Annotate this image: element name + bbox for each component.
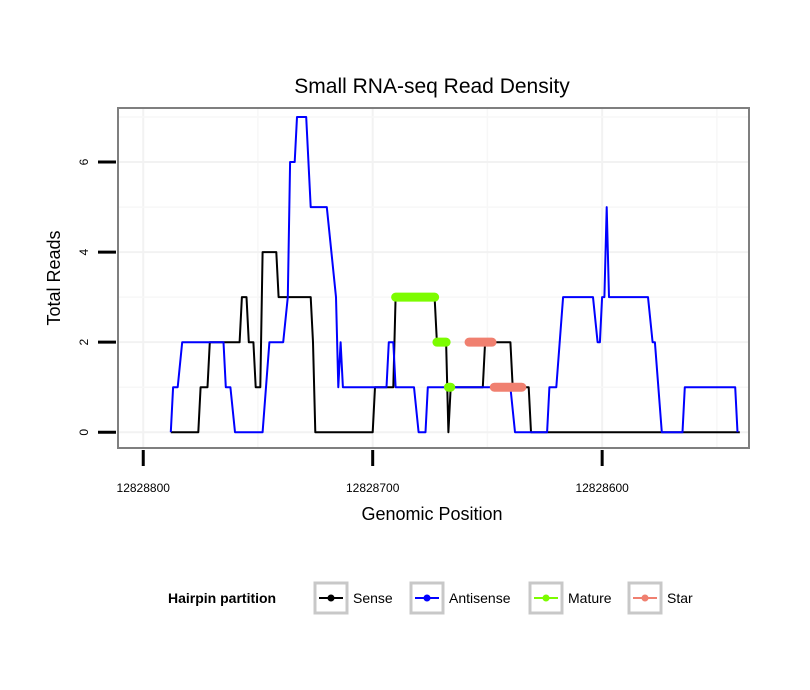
y-tick-label: 4 bbox=[77, 248, 91, 255]
x-tick-label: 12828800 bbox=[117, 481, 171, 495]
antisense-series-line bbox=[169, 116, 739, 434]
x-axis-title: Genomic Position bbox=[361, 504, 502, 524]
legend-label-star: Star bbox=[667, 590, 693, 606]
legend-label-sense: Sense bbox=[353, 590, 393, 606]
y-axis-title: Total Reads bbox=[44, 230, 64, 325]
legend-key-mature bbox=[528, 581, 564, 615]
series-layer bbox=[169, 116, 740, 434]
x-tick-label: 12828600 bbox=[575, 481, 629, 495]
legend-point-antisense bbox=[423, 594, 431, 602]
y-tick-label: 2 bbox=[77, 339, 91, 346]
legend-point-sense bbox=[327, 594, 335, 602]
legend-title: Hairpin partition bbox=[168, 590, 276, 606]
chart-title: Small RNA-seq Read Density bbox=[294, 75, 570, 98]
gridlines bbox=[118, 108, 749, 448]
legend-point-star bbox=[641, 594, 649, 602]
legend-point-mature bbox=[542, 594, 550, 602]
legend-item-sense: Sense bbox=[313, 581, 393, 615]
plot-border bbox=[117, 107, 750, 449]
legend-label-antisense: Antisense bbox=[449, 590, 511, 606]
y-tick-label: 0 bbox=[77, 429, 91, 436]
y-tick-label: 6 bbox=[77, 158, 91, 165]
y-axis: 0 2 4 6 bbox=[77, 158, 116, 436]
legend-item-star: Star bbox=[627, 581, 693, 615]
x-tick-label: 12828700 bbox=[346, 481, 400, 495]
legend: Hairpin partition Sense Antisense Mature St… bbox=[168, 581, 693, 615]
legend-item-mature: Mature bbox=[528, 581, 612, 615]
x-axis: 12828800 12828700 12828600 bbox=[117, 450, 629, 495]
plot-panel bbox=[118, 108, 749, 448]
legend-label-mature: Mature bbox=[568, 590, 612, 606]
legend-item-antisense: Antisense bbox=[409, 581, 511, 615]
